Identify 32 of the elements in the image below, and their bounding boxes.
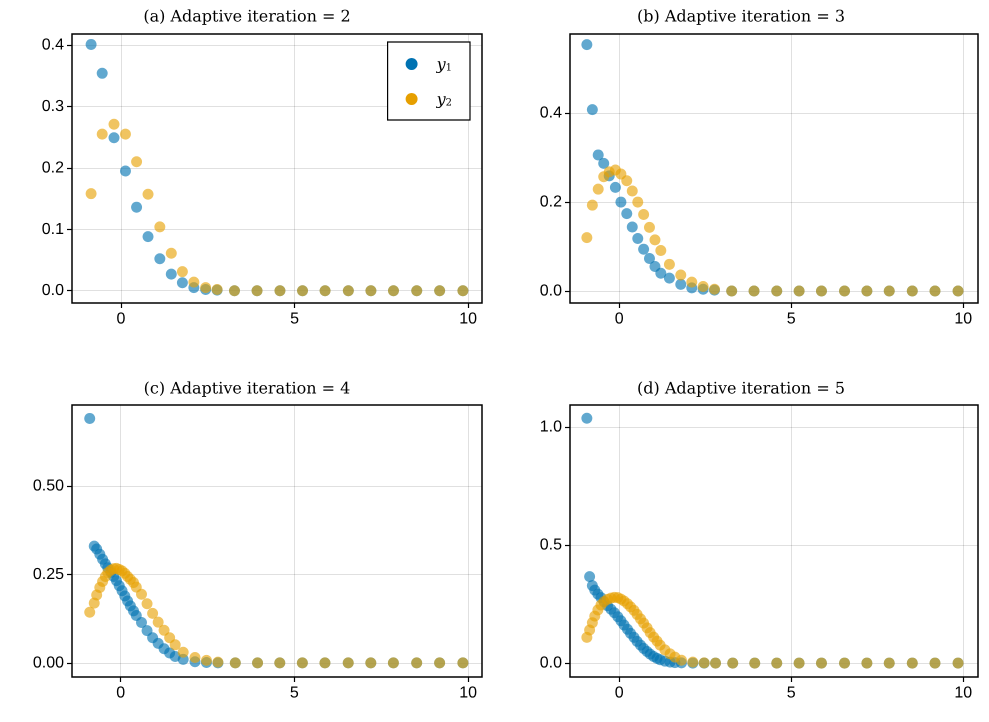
chart-title: (c) Adaptive iteration = 4 xyxy=(144,378,350,398)
y-tick-label: 0.4 xyxy=(42,36,64,54)
y-tick-label: 0.1 xyxy=(42,220,64,238)
y-tick-label: 0.0 xyxy=(540,282,562,300)
y-tick-label: 0.2 xyxy=(540,194,562,211)
x-tick-label: 10 xyxy=(954,684,972,702)
x-tick-label: 0 xyxy=(614,684,624,702)
x-tick-label: 10 xyxy=(459,310,478,328)
x-tick-label: 10 xyxy=(459,684,478,702)
x-tick-label: 5 xyxy=(290,310,300,328)
chart-title: (d) Adaptive iteration = 5 xyxy=(637,378,845,398)
y-tick-label: 0.5 xyxy=(540,536,562,554)
y-tick-label: 0.0 xyxy=(540,654,562,672)
y-tick-label: 0.00 xyxy=(32,654,64,672)
x-tick-label: 0 xyxy=(116,310,126,328)
chart-title: (b) Adaptive iteration = 3 xyxy=(637,6,845,26)
x-tick-label: 10 xyxy=(954,310,972,328)
y-tick-label: 1.0 xyxy=(540,418,562,436)
y-tick-label: 0.0 xyxy=(42,282,64,300)
x-tick-label: 5 xyxy=(290,684,299,702)
y-tick-label: 0.50 xyxy=(32,478,64,494)
x-tick-label: 5 xyxy=(786,310,796,328)
y-tick-label: 0.2 xyxy=(42,159,64,176)
x-tick-label: 0 xyxy=(614,310,624,328)
x-tick-label: 0 xyxy=(116,684,126,702)
y-tick-label: 0.25 xyxy=(32,566,64,583)
y-tick-label: 0.4 xyxy=(540,104,562,122)
legend-label: y1 xyxy=(436,54,452,74)
x-tick-label: 5 xyxy=(786,684,796,702)
legend-label: y2 xyxy=(436,90,452,108)
chart-title: (a) Adaptive iteration = 2 xyxy=(143,6,351,26)
y-tick-label: 0.3 xyxy=(42,98,64,115)
